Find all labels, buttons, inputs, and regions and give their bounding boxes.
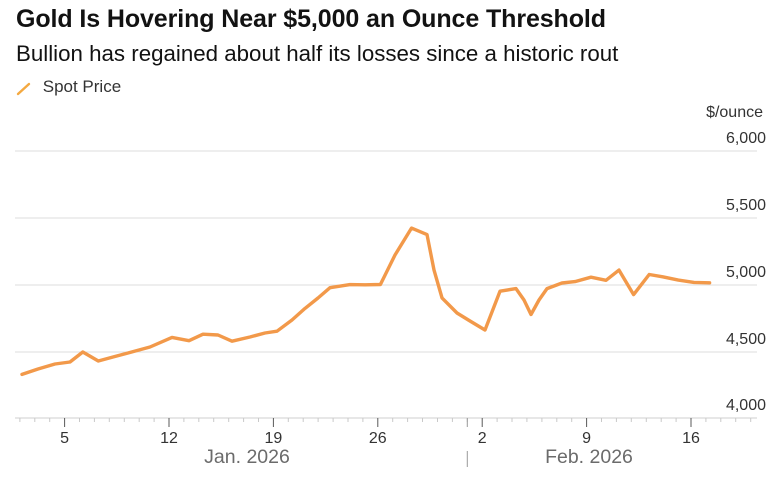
- svg-text:4,000: 4,000: [726, 397, 766, 414]
- svg-text:Jan. 2026: Jan. 2026: [204, 446, 290, 468]
- svg-text:26: 26: [369, 430, 387, 447]
- svg-text:12: 12: [160, 430, 178, 447]
- svg-text:Feb. 2026: Feb. 2026: [545, 446, 633, 468]
- svg-text:19: 19: [265, 430, 283, 447]
- svg-text:5: 5: [60, 430, 69, 447]
- svg-text:4,500: 4,500: [726, 331, 766, 348]
- svg-text:5,500: 5,500: [726, 197, 766, 214]
- svg-text:2: 2: [478, 430, 487, 447]
- svg-text:6,000: 6,000: [726, 130, 766, 147]
- svg-text:5,000: 5,000: [726, 264, 766, 281]
- svg-text:16: 16: [682, 430, 700, 447]
- svg-text:9: 9: [582, 430, 591, 447]
